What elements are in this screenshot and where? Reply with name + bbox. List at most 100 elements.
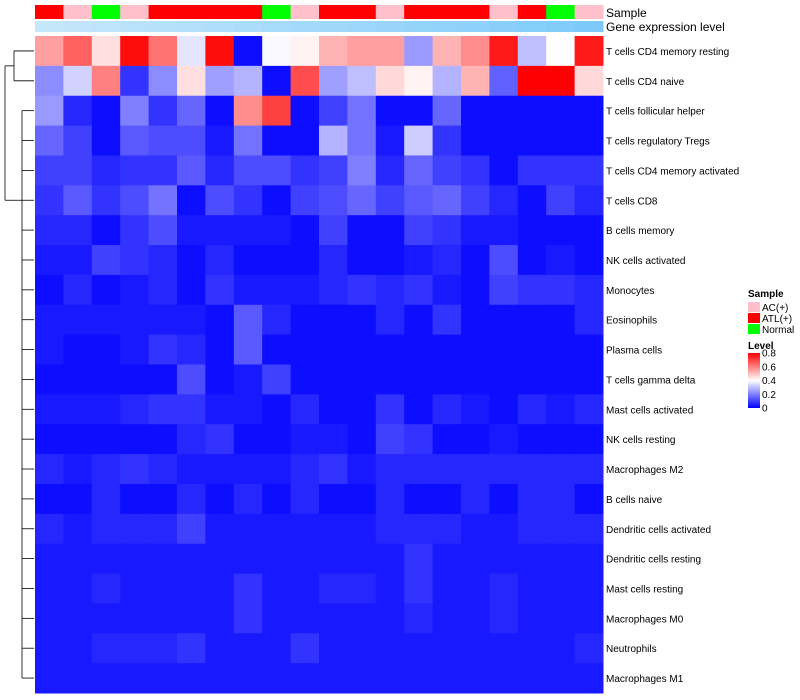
legend-level-tick: 0 (762, 404, 768, 415)
heatmap-cell (347, 483, 377, 515)
heatmap-cell (404, 304, 434, 336)
legend-level-tick: 0.2 (762, 390, 776, 401)
heatmap-cell (120, 245, 150, 276)
heatmap-cell (546, 155, 576, 186)
heatmap-cell (347, 36, 377, 67)
heatmap-cell (319, 603, 348, 634)
heatmap-cell (262, 155, 292, 186)
heatmap-cell (177, 65, 206, 97)
expression-level-cell (404, 21, 434, 32)
heatmap-cell (262, 633, 292, 664)
sample-group-cell (262, 5, 292, 19)
heatmap-cell (35, 215, 64, 246)
heatmap-cell (148, 215, 178, 246)
heatmap-cell (347, 364, 377, 395)
heatmap-cell (290, 245, 320, 276)
heatmap-cell (177, 185, 206, 216)
heatmap-cell (233, 274, 263, 306)
heatmap-cell (574, 483, 604, 515)
heatmap-cell (177, 483, 206, 515)
heatmap-cell (432, 36, 462, 67)
heatmap-cell (63, 573, 93, 604)
heatmap-cell (148, 424, 178, 455)
heatmap-cell (461, 603, 490, 634)
heatmap-cell (461, 543, 490, 575)
heatmap-cell (35, 185, 64, 216)
heatmap-cell (63, 65, 93, 97)
heatmap-cell (574, 185, 604, 216)
heatmap-cell (432, 394, 462, 425)
heatmap-cell (148, 454, 178, 485)
heatmap-cell (91, 633, 121, 664)
heatmap-cell (177, 245, 206, 276)
heatmap-cell (319, 185, 348, 216)
heatmap-cell (489, 304, 519, 336)
heatmap-cell (177, 36, 206, 67)
heatmap-cell (432, 95, 462, 127)
legend-sample-title: Sample (748, 289, 784, 300)
heatmap-cell (177, 424, 206, 455)
heatmap-cell (546, 603, 576, 634)
heatmap-cell (91, 185, 121, 216)
heatmap-cell (63, 454, 93, 485)
heatmap-cell (517, 95, 547, 127)
heatmap-cell (432, 65, 462, 97)
heatmap-cell (574, 633, 604, 664)
expression-level-cell (63, 21, 93, 32)
heatmap-cell (489, 603, 519, 634)
heatmap-cell (461, 65, 490, 97)
heatmap-cell (404, 334, 434, 365)
heatmap-cell (489, 125, 519, 156)
heatmap-cell (489, 513, 519, 545)
heatmap-cell (546, 36, 576, 67)
legend: Sample AC(+)ATL(+)Normal Level 0.8 0.6 0.4… (748, 289, 794, 415)
legend-level-tick: 0.4 (762, 376, 776, 387)
row-label: T cells follicular helper (606, 107, 705, 118)
heatmap-cell (319, 245, 348, 276)
heatmap-cell (233, 543, 263, 575)
row-label: Dendritic cells resting (606, 555, 701, 566)
heatmap-cell (432, 573, 462, 604)
expression-level-cell (461, 21, 490, 32)
heatmap-cell (347, 424, 377, 455)
heatmap-cell (177, 125, 206, 156)
heatmap-cell (546, 95, 576, 127)
heatmap-cell (461, 663, 490, 694)
heatmap-cell (319, 125, 348, 156)
heatmap-cell (432, 274, 462, 306)
heatmap-cell (574, 36, 604, 67)
legend-level-gradient (748, 353, 760, 408)
heatmap-cell (91, 334, 121, 365)
heatmap-cell (91, 155, 121, 186)
heatmap-cell (177, 155, 206, 186)
heatmap-cell (233, 364, 263, 395)
heatmap-cell (319, 483, 348, 515)
heatmap-cell (120, 95, 150, 127)
heatmap-cell (404, 454, 434, 485)
row-label: NK cells activated (606, 256, 685, 267)
sample-group-cell (205, 5, 235, 19)
heatmap-cell (489, 424, 519, 455)
row-label: Neutrophils (606, 644, 657, 655)
row-label: Mast cells resting (606, 584, 683, 595)
heatmap-cell (290, 304, 320, 336)
heatmap-cell (489, 663, 519, 694)
sample-group-cell (347, 5, 377, 19)
heatmap-cell (347, 334, 377, 365)
heatmap-cell (205, 245, 235, 276)
heatmap-cell (35, 65, 64, 97)
heatmap-cell (148, 483, 178, 515)
heatmap-cell (574, 424, 604, 455)
heatmap-cell (63, 245, 93, 276)
heatmap-cell (461, 125, 490, 156)
heatmap-cell (63, 304, 93, 336)
heatmap-cell (375, 274, 405, 306)
sample-group-cell (148, 5, 178, 19)
heatmap-cell (489, 215, 519, 246)
heatmap-cell (91, 543, 121, 575)
heatmap-cell (347, 633, 377, 664)
heatmap-cell (148, 65, 178, 97)
heatmap-cell (35, 364, 64, 395)
heatmap-cell (574, 274, 604, 306)
expression-level-cell (517, 21, 547, 32)
